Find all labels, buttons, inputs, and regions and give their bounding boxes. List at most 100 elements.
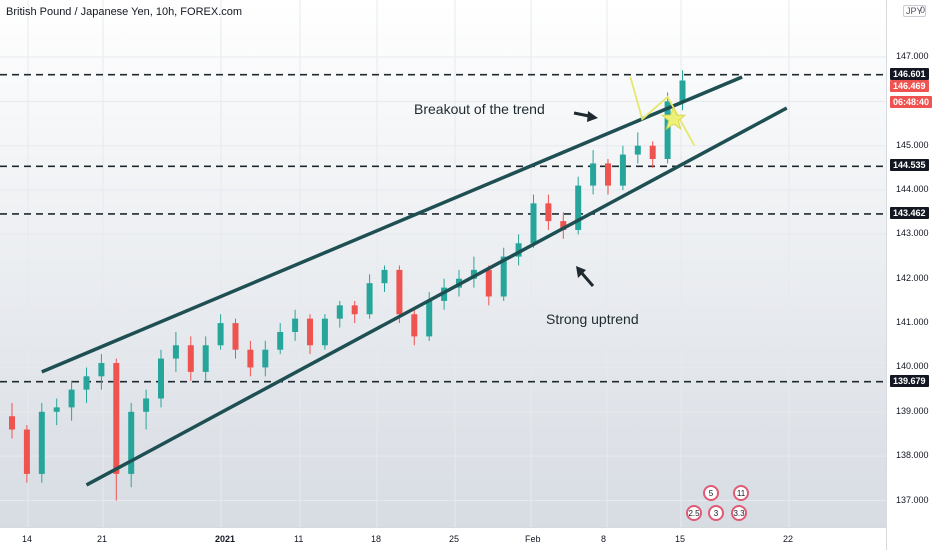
candle-body [277,331,284,350]
candle-body [515,243,522,257]
candle-body [68,389,75,408]
candle-body [590,163,597,186]
price-tick-label: 147.000 [896,51,929,61]
level-price-tag: 139.679 [890,374,929,387]
price-tick-label: 141.000 [896,317,929,328]
candle-body [500,256,507,297]
chart-background [0,0,886,527]
candle-body [53,407,60,412]
price-axis[interactable]: 147.000146.000145.000144.000143.000142.0… [886,0,932,550]
annotation-uptrend: Strong uptrend [546,311,639,327]
price-tick-label: 145.000 [896,139,929,150]
candle-body [143,398,150,412]
candle-body [292,318,299,332]
event-marker-icon [731,505,747,521]
price-tick-label: 138.000 [896,450,929,461]
level-price-tag: 146.601 [890,67,929,80]
event-marker-icon [733,485,749,501]
candle-body [426,300,433,337]
candle-body [158,358,164,399]
candle-body [9,416,15,430]
chart-canvas[interactable]: 5 11 2.5 3 3.3 British Pound / Japanese Yen,… [0,0,886,527]
chart-svg: 5 11 2.5 3 3.3 [0,0,886,527]
time-tick-label: 21 [97,534,108,544]
arrow-breakout-icon [587,111,598,122]
time-tick-label: 14 [22,534,33,544]
currency-button[interactable]: JPY [903,5,926,17]
chart-title: British Pound / Japanese Yen, 10h, FOREX… [6,6,243,18]
candle-body [336,305,343,319]
time-tick-label: 8 [601,534,607,544]
trendline-upper [41,75,743,374]
event-marker-icon [686,505,702,521]
candle-body [187,345,194,372]
candle-body [485,269,492,297]
event-marker-icon [703,485,719,501]
event-marker-icon [708,505,724,521]
candle-body [202,345,209,372]
candle-body [113,363,120,474]
event-marker-label: 11 [737,489,746,498]
event-marker-label: 5 [709,489,714,498]
candle-body [307,318,313,346]
price-tick-label: 142.000 [896,272,929,283]
level-price-tag: 144.535 [890,159,929,172]
countdown-tag: 06:48:40 [890,95,932,108]
price-tick-label: 144.000 [896,184,929,195]
time-tick-label: 18 [371,534,382,544]
annotation-marks: 5 11 2.5 3 3.3 [573,111,749,521]
time-axis[interactable]: 14 21 2021 11 18 25 Feb 8 15 22 [0,527,886,550]
time-tick-label: 25 [449,534,460,544]
candle-body [664,101,671,160]
time-tick-label: 15 [675,534,686,544]
price-tick-label: 137.000 [896,494,929,505]
event-marker-label: 3.3 [733,509,745,518]
candle-body [634,145,641,155]
candle-body [470,269,477,279]
price-tick-label: 143.000 [896,228,929,239]
candle-body [38,411,45,474]
level-price-tag: 143.462 [890,206,929,219]
candles [9,70,686,501]
candle-body [545,203,552,222]
event-marker-label: 3 [714,509,719,518]
event-marker-label: 2.5 [688,509,700,518]
projection-path [629,76,696,147]
candle-body [83,376,90,390]
candle-body [98,363,105,377]
time-tick-label: 22 [783,534,794,544]
arrow-uptrend-icon [576,266,586,278]
breakout-star-icon [660,105,687,130]
candle-body [619,154,626,186]
price-tick-label: 140.000 [896,361,929,372]
candle-body [381,269,388,284]
price-tick-label: 139.000 [896,405,929,416]
trendlines [41,75,788,487]
candle-body [128,411,135,474]
candle-body [321,318,328,346]
candle-body [396,269,403,315]
currency-menu-badge[interactable]: 0 [920,5,926,15]
candle-body [247,349,254,368]
candle-body [679,80,686,102]
candle-body [23,429,30,474]
candle-body [172,345,179,359]
candle-body [530,203,537,244]
time-tick-label: Feb [525,534,541,544]
candle-body [351,305,358,315]
candle-body [605,163,611,186]
candle-body [217,323,224,346]
candle-body [649,145,656,160]
annotation-breakout: Breakout of the trend [414,101,545,117]
last-price-tag: 146.469 [890,79,929,92]
trendline-lower [85,106,788,487]
projection [629,76,696,147]
candle-body [366,283,373,315]
candle-body [232,323,239,350]
horizontal-levels [0,73,886,383]
time-tick-label: 11 [294,534,304,544]
time-tick-label: 2021 [215,534,236,544]
candle-body [262,349,269,368]
candle-body [411,314,418,337]
candle-body [575,185,582,230]
